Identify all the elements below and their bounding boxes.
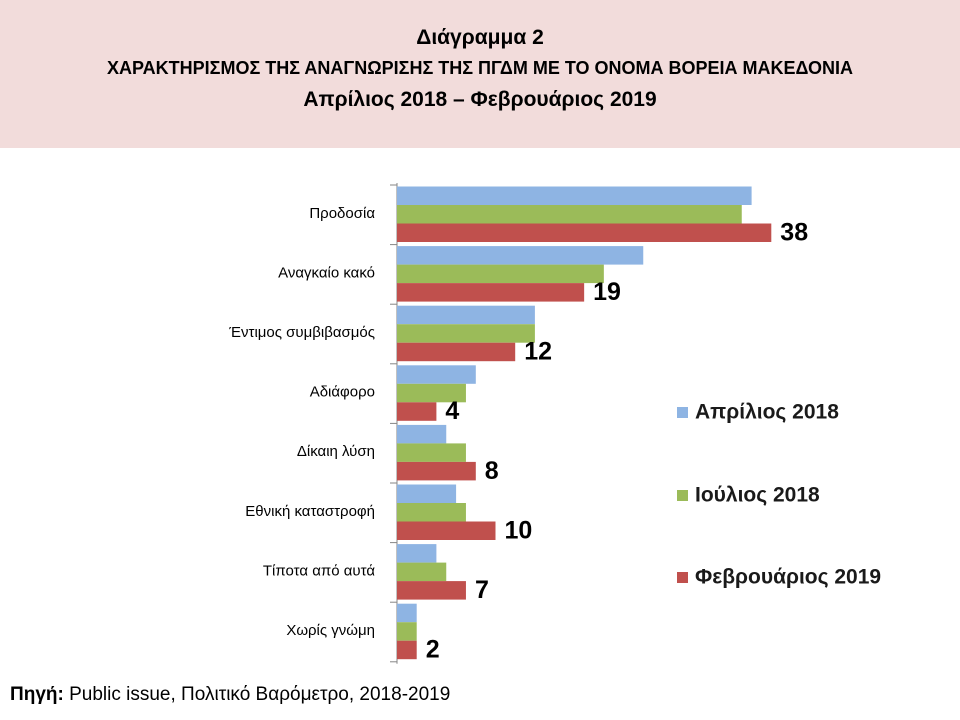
data-label: 4 (445, 397, 459, 425)
bar (397, 622, 417, 641)
legend-swatch (677, 572, 688, 583)
chart-title: Διάγραμμα 2 (416, 26, 544, 49)
bar (397, 424, 447, 444)
bar (397, 484, 457, 503)
source-label: Πηγή: (10, 684, 64, 705)
legend-swatch (677, 407, 688, 418)
bar (397, 640, 417, 660)
bar (397, 562, 447, 582)
title-banner (0, 0, 960, 148)
bar (397, 383, 466, 403)
bar (397, 324, 535, 343)
bar (397, 521, 496, 540)
data-label: 2 (426, 636, 440, 664)
bar (397, 581, 466, 600)
bar (397, 223, 772, 242)
category-label: Προδοσία (309, 205, 375, 222)
bar (397, 186, 752, 205)
chart-subtitle: ΧΑΡΑΚΤΗΡΙΣΜΟΣ ΤΗΣ ΑΝΑΓΝΩΡΙΣΗΣ ΤΗΣ ΠΓΔΜ Μ… (107, 58, 853, 78)
category-label: Αδιάφορο (310, 384, 375, 401)
source-note: Πηγή: Public issue, Πολιτικό Βαρόμετρο, … (10, 684, 450, 706)
bar (397, 264, 604, 284)
legend-swatch (677, 490, 688, 501)
legend-label: Απρίλιος 2018 (695, 401, 839, 424)
data-label: 12 (524, 338, 552, 366)
data-label: 7 (475, 576, 489, 604)
bar (397, 205, 742, 224)
bar (397, 305, 535, 325)
bar (397, 365, 476, 384)
category-label: Δίκαιη λύση (297, 443, 375, 460)
bar (397, 402, 437, 421)
bar (397, 283, 585, 302)
bar (397, 443, 466, 462)
bar (397, 246, 644, 265)
bar (397, 461, 476, 481)
bar (397, 544, 437, 563)
bar (397, 342, 516, 362)
category-label: Χωρίς γνώμη (286, 622, 375, 639)
data-label: 8 (485, 457, 499, 485)
bar (397, 603, 417, 623)
category-label: Αναγκαίο κακό (278, 264, 375, 281)
legend-label: Φεβρουάριος 2019 (695, 566, 881, 589)
category-label: Έντιμος συμβιβασμός (228, 324, 375, 341)
data-label: 10 (505, 516, 533, 544)
legend-label: Ιούλιος 2018 (695, 484, 820, 507)
category-label: Εθνική καταστροφή (245, 503, 375, 520)
data-label: 19 (593, 278, 621, 306)
category-label: Τίποτα από αυτά (263, 562, 375, 579)
source-text: Public issue, Πολιτικό Βαρόμετρο, 2018-2… (69, 684, 451, 705)
chart-period: Απρίλιος 2018 – Φεβρουάριος 2019 (303, 88, 657, 111)
data-label: 38 (780, 218, 808, 246)
bar (397, 503, 466, 522)
